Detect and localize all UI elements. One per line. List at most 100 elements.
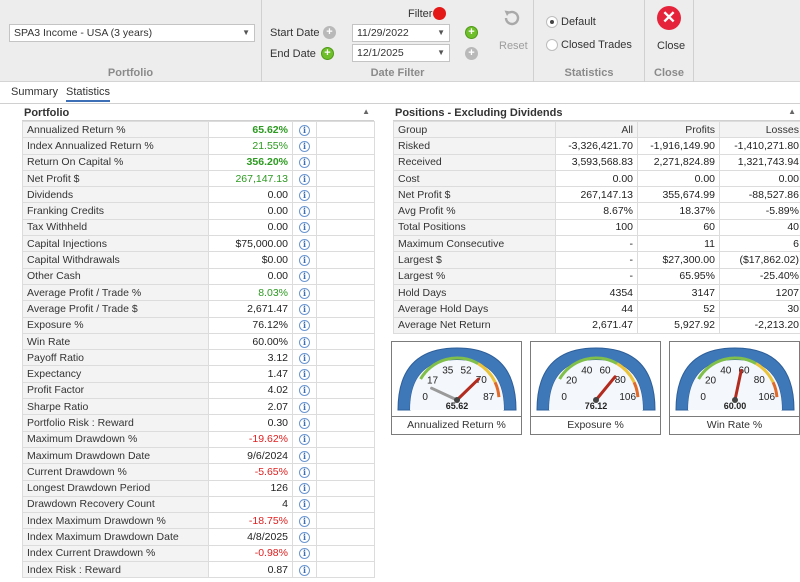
- info-icon[interactable]: i: [299, 401, 310, 413]
- table-row[interactable]: Index Current Drawdown % -0.98% i: [22, 544, 375, 563]
- table-row[interactable]: Capital Injections $75,000.00 i: [22, 235, 375, 253]
- table-row[interactable]: Profit Factor 4.02 i: [22, 381, 375, 400]
- start-date-toggle-icon[interactable]: +: [323, 26, 336, 39]
- table-row[interactable]: Total Positions 100 60 40: [393, 218, 800, 237]
- info-cell[interactable]: i: [292, 202, 317, 220]
- table-row[interactable]: Franking Credits 0.00 i: [22, 202, 375, 220]
- closed-trades-radio-label[interactable]: Closed Trades: [561, 39, 632, 51]
- info-icon[interactable]: i: [299, 173, 310, 185]
- table-row[interactable]: Dividends 0.00 i: [22, 186, 375, 204]
- table-row[interactable]: Maximum Drawdown Date 9/6/2024 i: [22, 446, 375, 465]
- info-icon[interactable]: i: [299, 450, 310, 462]
- start-date-picker[interactable]: 11/29/2022 ▼: [352, 24, 450, 42]
- info-cell[interactable]: i: [292, 283, 317, 302]
- info-cell[interactable]: i: [292, 398, 317, 416]
- table-row[interactable]: Sharpe Ratio 2.07 i: [22, 398, 375, 416]
- end-date-toggle-icon[interactable]: +: [465, 47, 478, 60]
- table-row[interactable]: Payoff Ratio 3.12 i: [22, 349, 375, 367]
- info-icon[interactable]: i: [299, 483, 310, 495]
- table-row[interactable]: Maximum Drawdown % -19.62% i: [22, 430, 375, 448]
- table-row[interactable]: Received 3,593,568.83 2,271,824.89 1,321,74…: [393, 153, 800, 171]
- table-row[interactable]: Drawdown Recovery Count 4 i: [22, 495, 375, 514]
- table-row[interactable]: Risked -3,326,421.70 -1,916,149.90 -1,410,2…: [393, 137, 800, 155]
- info-icon[interactable]: i: [299, 255, 310, 267]
- table-row[interactable]: Largest % -65.95% -25.40%: [393, 267, 800, 285]
- table-row[interactable]: Net Profit $267,147.13 355,674.99 -88,527.…: [393, 186, 800, 204]
- info-cell[interactable]: i: [292, 561, 317, 579]
- info-icon[interactable]: i: [299, 271, 310, 283]
- table-row[interactable]: Average Hold Days 44 52 30: [393, 300, 800, 318]
- info-icon[interactable]: i: [299, 499, 310, 511]
- table-row[interactable]: Index Annualized Return % 21.55% i: [22, 137, 375, 155]
- column-header[interactable]: Profits: [637, 120, 720, 139]
- portfolio-panel-header[interactable]: Portfolio ▲: [22, 107, 374, 121]
- table-row[interactable]: Expectancy 1.47 i: [22, 365, 375, 383]
- info-cell[interactable]: i: [292, 479, 317, 497]
- table-row[interactable]: Capital Withdrawals $0.00 i: [22, 251, 375, 269]
- table-row[interactable]: Cost 0.00 0.00 0.00: [393, 169, 800, 188]
- table-row[interactable]: Exposure % 76.12% i: [22, 316, 375, 334]
- info-icon[interactable]: i: [299, 320, 310, 332]
- info-cell[interactable]: i: [292, 137, 317, 155]
- column-header[interactable]: Losses: [719, 120, 800, 139]
- info-cell[interactable]: i: [292, 186, 317, 204]
- info-cell[interactable]: i: [292, 495, 317, 514]
- info-cell[interactable]: i: [292, 349, 317, 367]
- info-cell[interactable]: i: [292, 267, 317, 285]
- info-cell[interactable]: i: [292, 251, 317, 269]
- closed-trades-radio[interactable]: [546, 39, 558, 51]
- collapse-up-icon[interactable]: ▲: [788, 107, 796, 116]
- info-icon[interactable]: i: [299, 303, 310, 315]
- info-icon[interactable]: i: [299, 466, 310, 478]
- default-radio[interactable]: [546, 16, 558, 28]
- info-icon[interactable]: i: [299, 189, 310, 201]
- close-icon[interactable]: ✕: [657, 6, 681, 30]
- info-icon[interactable]: i: [299, 434, 310, 446]
- reset-button[interactable]: Reset: [499, 40, 528, 52]
- info-cell[interactable]: i: [292, 169, 317, 188]
- info-cell[interactable]: i: [292, 430, 317, 448]
- info-icon[interactable]: i: [299, 515, 310, 527]
- info-icon[interactable]: i: [299, 564, 310, 576]
- table-row[interactable]: Annualized Return % 65.62% i: [22, 120, 375, 139]
- info-icon[interactable]: i: [299, 417, 310, 429]
- table-row[interactable]: Hold Days 4354 3147 1207: [393, 283, 800, 302]
- column-header[interactable]: Group: [393, 120, 556, 139]
- positions-panel-header[interactable]: Positions - Excluding Dividends ▲: [393, 107, 800, 121]
- default-radio-label[interactable]: Default: [561, 16, 596, 28]
- info-cell[interactable]: i: [292, 218, 317, 237]
- info-cell[interactable]: i: [292, 120, 317, 139]
- table-row[interactable]: Average Net Return 2,671.47 5,927.92 -2,213…: [393, 316, 800, 334]
- info-cell[interactable]: i: [292, 365, 317, 383]
- info-cell[interactable]: i: [292, 446, 317, 465]
- info-icon[interactable]: i: [299, 140, 310, 152]
- info-icon[interactable]: i: [299, 222, 310, 234]
- info-icon[interactable]: i: [299, 238, 310, 250]
- info-icon[interactable]: i: [299, 206, 310, 218]
- table-row[interactable]: Portfolio Risk : Reward 0.30 i: [22, 414, 375, 432]
- info-icon[interactable]: i: [299, 369, 310, 381]
- info-icon[interactable]: i: [299, 532, 310, 544]
- add-end-date-icon[interactable]: +: [321, 47, 334, 60]
- table-row[interactable]: Maximum Consecutive -11 6: [393, 235, 800, 253]
- info-icon[interactable]: i: [299, 336, 310, 348]
- tab-summary[interactable]: Summary: [11, 86, 59, 98]
- table-row[interactable]: Index Maximum Drawdown % -18.75% i: [22, 512, 375, 530]
- info-cell[interactable]: i: [292, 332, 317, 351]
- collapse-up-icon[interactable]: ▲: [362, 107, 370, 116]
- info-cell[interactable]: i: [292, 235, 317, 253]
- info-icon[interactable]: i: [299, 352, 310, 364]
- table-row[interactable]: Win Rate 60.00% i: [22, 332, 375, 351]
- info-icon[interactable]: i: [299, 124, 310, 136]
- table-row[interactable]: Average Profit / Trade $2,671.47 i: [22, 300, 375, 318]
- table-row[interactable]: Current Drawdown % -5.65% i: [22, 463, 375, 481]
- table-row[interactable]: Return On Capital % 356.20% i: [22, 153, 375, 171]
- info-cell[interactable]: i: [292, 381, 317, 400]
- info-icon[interactable]: i: [299, 548, 310, 560]
- column-header[interactable]: All: [555, 120, 638, 139]
- reset-icon[interactable]: [501, 7, 523, 29]
- info-cell[interactable]: i: [292, 414, 317, 432]
- info-icon[interactable]: i: [299, 157, 310, 169]
- info-cell[interactable]: i: [292, 528, 317, 546]
- info-icon[interactable]: i: [299, 287, 310, 299]
